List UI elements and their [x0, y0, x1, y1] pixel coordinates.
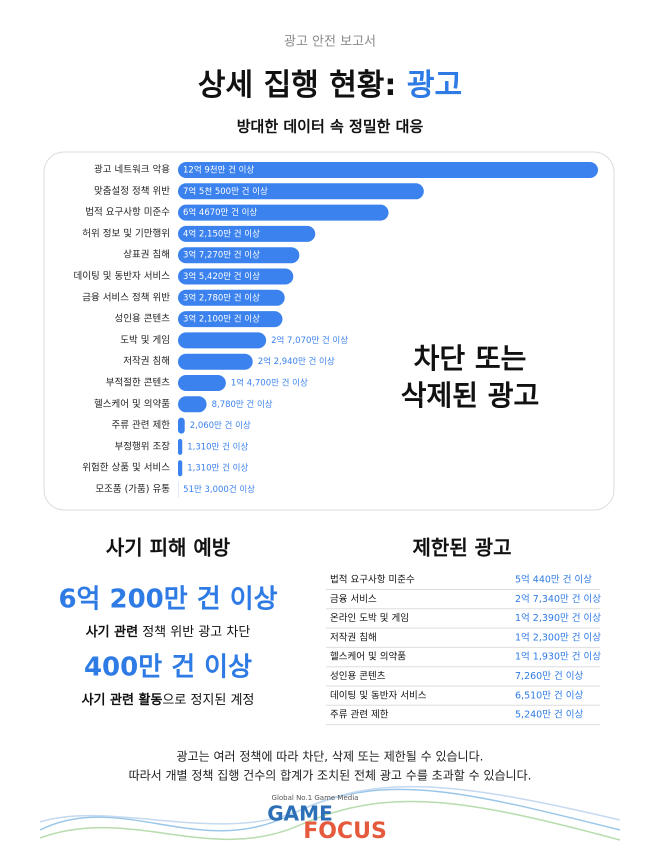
category-label: 부적절한 콘텐츠	[106, 377, 170, 389]
value-label: 1,310만 건 이상	[187, 441, 248, 452]
subtitle: 방대한 데이터 속 정밀한 대응	[237, 118, 424, 136]
row-value: 1억 1,930만 건 이상	[515, 651, 601, 663]
value-label: 7억 5천 500만 건 이상	[183, 186, 268, 197]
category-label: 모조품 (가품) 유통	[95, 484, 170, 495]
row-value: 5,240만 건 이상	[515, 710, 583, 721]
annotation: 차단 또는	[414, 342, 527, 375]
footer-note: 광고는 여러 정책에 따라 차단, 삭제 또는 제한될 수 있습니다.	[177, 749, 484, 764]
caption: 으로 정지된 계정	[162, 693, 254, 708]
row-label: 주류 관련 제한	[330, 710, 389, 721]
row-label: 헬스케어 및 의약품	[330, 651, 406, 663]
category-label: 허위 정보 및 기만행위	[82, 227, 170, 239]
bar	[178, 354, 253, 370]
stat-figure: 400만 건 이상	[84, 653, 252, 683]
value-label: 6억 4670만 건 이상	[183, 207, 257, 218]
value-label: 51만 3,000건 이상	[183, 484, 255, 495]
row-value: 2억 7,340만 건 이상	[515, 593, 601, 605]
kicker: 광고 안전 보고서	[284, 35, 376, 50]
title-highlight: 광고	[407, 68, 462, 103]
value-label: 1억 4,700만 건 이상	[231, 378, 308, 389]
category-label: 금융 서비스 정책 위반	[82, 291, 170, 303]
category-label: 주류 관련 제한	[112, 420, 171, 431]
category-label: 상표권 침해	[123, 249, 170, 261]
row-value: 1억 2,300만 건 이상	[515, 631, 601, 643]
stat-caption: 사기 관련 정책 위반 광고 차단	[86, 624, 251, 640]
category-label: 저작권 침해	[123, 355, 170, 367]
section-heading: 사기 피해 예방	[106, 536, 231, 560]
category-label: 데이팅 및 동반자 서비스	[74, 270, 171, 282]
value-label: 2,060만 건 이상	[190, 420, 251, 431]
value-label: 3억 5,420만 건 이상	[183, 271, 260, 282]
bar	[178, 396, 207, 412]
value-label: 3억 7,270만 건 이상	[183, 250, 260, 261]
row-label: 온라인 도박 및 게임	[330, 612, 409, 624]
stat-caption: 사기 관련 활동으로 정지된 계정	[82, 692, 255, 708]
row-label: 성인용 콘텐츠	[330, 671, 386, 682]
value-label: 3억 2,100만 건 이상	[183, 314, 260, 325]
row-value: 6,510만 건 이상	[515, 690, 583, 701]
logo-bottom: FOCUS	[303, 819, 387, 844]
row-label: 금융 서비스	[330, 594, 377, 605]
title-text: 상세 집행 현황:	[198, 68, 397, 103]
category-label: 법적 요구사항 미준수	[85, 206, 170, 218]
value-label: 4억 2,150만 건 이상	[183, 228, 260, 239]
bar	[178, 439, 182, 455]
annotation: 삭제된 광고	[401, 379, 540, 412]
bar	[178, 332, 266, 348]
title: 상세 집행 현황: 광고	[198, 68, 462, 103]
value-label: 1,310만 건 이상	[187, 463, 248, 474]
value-label: 3억 2,780만 건 이상	[183, 292, 260, 303]
row-value: 5억 440만 건 이상	[515, 574, 592, 586]
value-label: 2억 7,070만 건 이상	[271, 335, 348, 346]
category-label: 광고 네트워크 악용	[94, 164, 170, 176]
category-label: 헬스케어 및 의약품	[94, 398, 170, 410]
row-label: 데이팅 및 동반자 서비스	[330, 689, 427, 701]
value-label: 2억 2,940만 건 이상	[258, 356, 335, 367]
row-label: 법적 요구사항 미준수	[330, 574, 415, 586]
caption-bold: 사기 관련 활동	[82, 692, 163, 708]
stat-figure: 6억 200만 건 이상	[58, 585, 277, 615]
row-value: 1억 2,390만 건 이상	[515, 612, 601, 624]
row-value: 7,260만 건 이상	[515, 671, 583, 682]
category-label: 성인용 콘텐츠	[115, 314, 171, 325]
bar	[178, 418, 185, 434]
bar	[178, 375, 226, 391]
section-heading: 제한된 광고	[413, 536, 512, 560]
footer-note: 따라서 개별 정책 집행 건수의 합계가 조치된 전체 광고 수를 초과할 수 …	[129, 768, 532, 783]
value-label: 8,780만 건 이상	[212, 399, 273, 410]
category-label: 부정행위 조장	[115, 440, 171, 452]
value-label: 12억 9천만 건 이상	[183, 165, 254, 176]
row-label: 저작권 침해	[330, 631, 377, 643]
category-label: 도박 및 게임	[120, 334, 170, 346]
category-label: 위험한 상품 및 서비스	[82, 462, 170, 474]
caption: 정책 위반 광고 차단	[138, 625, 250, 640]
bar	[178, 460, 182, 476]
caption-bold: 사기 관련	[86, 624, 138, 640]
category-label: 맞춤설정 정책 위반	[94, 185, 170, 197]
